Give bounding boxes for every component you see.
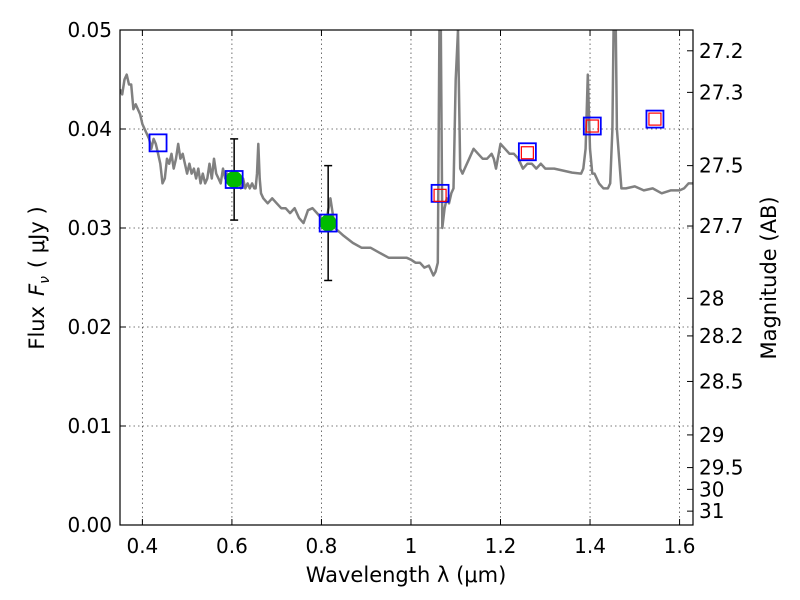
mag-tick-label: 27.3	[699, 80, 744, 104]
plot-data	[120, 30, 693, 282]
spectrum-line	[120, 30, 693, 277]
model-band-square	[582, 116, 602, 136]
y-axis-label-prefix: Flux	[25, 306, 49, 350]
predicted-band-square	[520, 146, 534, 160]
model-band-square	[148, 133, 168, 153]
model-band-square	[517, 142, 537, 162]
mag-tick-label: 29	[699, 423, 724, 447]
mag-tick-label: 27.5	[699, 154, 744, 178]
mag-tick-label: 27.2	[699, 39, 744, 63]
x-tick-label: 1.4	[574, 534, 606, 558]
predicted-band-square	[433, 188, 447, 202]
ticks	[120, 29, 693, 526]
grid-lines	[120, 29, 693, 526]
mag-tick-label: 28	[699, 286, 724, 310]
x-tick-label: 0.6	[216, 534, 248, 558]
model-band-square	[224, 170, 244, 189]
x-tick-label: 1.2	[485, 534, 517, 558]
observed-point	[319, 214, 337, 232]
model-band-square	[318, 213, 338, 233]
model-band-square	[645, 109, 665, 129]
y-tick-label: 0.01	[67, 414, 112, 438]
x-tick-label: 1	[405, 534, 418, 558]
x-tick-label: 0.4	[126, 534, 158, 558]
mag-tick-label: 29.5	[699, 456, 744, 480]
predicted-band-square	[648, 112, 662, 126]
tick-labels: 0.4 0.6 0.8 1 1.2 1.4 1.6 0.00 0.01 0.02 0.03 0.04 0…	[67, 18, 743, 558]
plot-frame	[119, 29, 694, 526]
mag-tick-label: 31	[699, 499, 724, 523]
y-axis-label-subscript: ν	[37, 276, 53, 284]
y-tick-label: 0.04	[67, 117, 112, 141]
y-tick-label: 0.03	[67, 216, 112, 240]
y-tick-label: 0.05	[67, 18, 112, 42]
mag-tick-label: 28.2	[699, 324, 744, 348]
y-axis-label-units: ( μJy )	[25, 206, 49, 268]
mag-tick-label: 28.5	[699, 369, 744, 393]
x-axis-label: Wavelength λ (μm)	[306, 563, 507, 587]
mag-tick-label: 27.7	[699, 214, 744, 238]
x-tick-label: 1.6	[664, 534, 696, 558]
y-axis-label-symbol: F	[25, 283, 49, 296]
y-tick-label: 0.02	[67, 315, 112, 339]
y2-axis-label: Magnitude (AB)	[757, 196, 781, 359]
observed-point	[225, 170, 243, 188]
y-axis-label: Flux Fν ( μJy )	[25, 206, 53, 349]
x-tick-label: 0.8	[306, 534, 338, 558]
predicted-band-square	[585, 119, 599, 133]
mag-tick-label: 30	[699, 477, 724, 501]
y-tick-label: 0.00	[67, 513, 112, 537]
